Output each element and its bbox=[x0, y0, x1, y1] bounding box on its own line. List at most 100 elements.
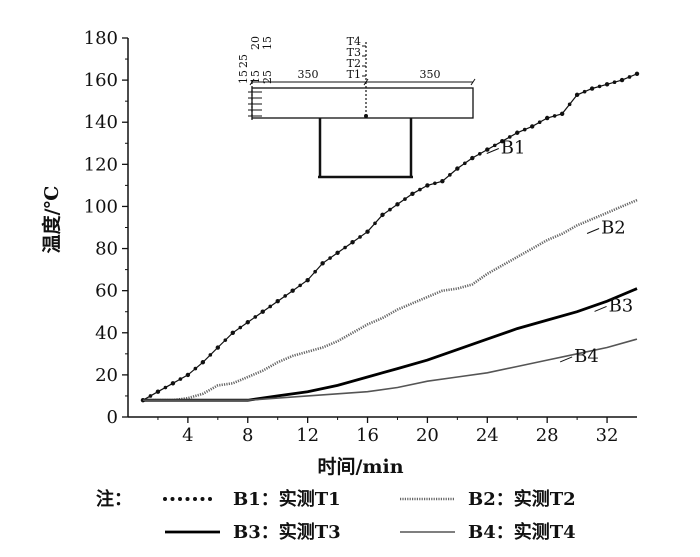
series-b3-line bbox=[143, 287, 638, 402]
series-b1-point bbox=[492, 143, 497, 148]
series-b1-point bbox=[283, 294, 287, 298]
y-tick-label: 140 bbox=[84, 112, 118, 133]
legend: 注： B1：实测T1 B2：实测T2 B3：实测T3 B4：实测T4 bbox=[96, 488, 576, 543]
series-b1-point bbox=[185, 372, 191, 378]
series-b1-point bbox=[418, 187, 422, 192]
y-tick-label: 80 bbox=[95, 239, 118, 260]
series-b1-point bbox=[530, 124, 535, 129]
series-label-b4: B4 bbox=[574, 346, 599, 367]
series-b1-point bbox=[275, 298, 280, 304]
series-b1-point bbox=[335, 250, 340, 255]
series-b1-point bbox=[230, 330, 235, 335]
series-b1-point bbox=[200, 360, 206, 365]
series-b1-point bbox=[597, 84, 602, 89]
inset-label-t3: T3 bbox=[347, 46, 361, 59]
series-b4 bbox=[143, 338, 638, 401]
series-b1-point bbox=[403, 197, 407, 201]
series-b1-point bbox=[455, 166, 460, 171]
series-b1-point bbox=[522, 127, 527, 132]
y-tick-label: 20 bbox=[95, 365, 118, 386]
series-b1-line bbox=[142, 73, 638, 401]
inset-dim-right: 350 bbox=[420, 68, 441, 81]
series-label-leader-b2 bbox=[586, 228, 600, 234]
series-b1-point bbox=[448, 173, 452, 177]
series-b1-point bbox=[574, 92, 580, 98]
series-b1-point bbox=[507, 135, 512, 139]
series-b1-point bbox=[395, 202, 400, 207]
series-b1-point bbox=[298, 283, 302, 288]
series-b1-point bbox=[350, 240, 355, 245]
inset-label-t4: T4 bbox=[347, 35, 361, 48]
series-label-leader-b3 bbox=[594, 305, 607, 312]
series-b1-point bbox=[305, 277, 310, 283]
y-tick-label: 100 bbox=[84, 196, 118, 217]
series-layer: B1 B2 B3 B4 bbox=[140, 71, 640, 403]
series-b1-point bbox=[410, 191, 415, 197]
legend-label-b3: B3：实测T3 bbox=[233, 521, 341, 543]
inset-dim-left: 350 bbox=[298, 68, 319, 81]
inset-label-t2: T2 bbox=[347, 57, 361, 70]
series-b3 bbox=[143, 287, 638, 402]
inset-deck-slab bbox=[251, 87, 474, 119]
series-b1-point bbox=[612, 80, 617, 85]
series-b1-point bbox=[290, 288, 295, 293]
series-b1-point bbox=[155, 389, 161, 394]
legend-swatch-b1 bbox=[163, 497, 167, 501]
series-b1-point bbox=[537, 120, 542, 125]
y-tick-label: 160 bbox=[84, 70, 118, 91]
series-b1-point bbox=[515, 130, 520, 135]
series-b1-point bbox=[604, 82, 610, 87]
series-b1-point bbox=[559, 111, 565, 117]
x-tick-label: 12 bbox=[296, 425, 319, 446]
legend-label-b4: B4：实测T4 bbox=[468, 521, 576, 543]
series-b1-point bbox=[388, 207, 392, 212]
series-b1-point bbox=[433, 181, 437, 186]
series-b1-point bbox=[627, 75, 632, 79]
series-b1-point bbox=[260, 309, 265, 314]
y-tick-label: 60 bbox=[95, 281, 118, 302]
series-b1-point bbox=[320, 261, 325, 266]
series-b1-point bbox=[619, 77, 625, 83]
y-tick-label: 180 bbox=[84, 28, 118, 49]
series-label-b1: B1 bbox=[501, 137, 526, 158]
series-b1-point bbox=[582, 89, 587, 94]
series-b1-point bbox=[148, 394, 153, 398]
y-tick-label: 0 bbox=[107, 407, 118, 428]
x-axis-title: 时间/min bbox=[317, 456, 403, 478]
y-tick-label: 40 bbox=[95, 323, 118, 344]
series-b1-point bbox=[343, 245, 347, 250]
inset-left-label: 20 bbox=[249, 36, 262, 50]
series-b1-point bbox=[365, 229, 370, 234]
series-b1-point bbox=[589, 86, 595, 91]
inset-left-label: 15 bbox=[261, 36, 274, 50]
series-b1-point bbox=[245, 320, 250, 325]
x-tick-label: 24 bbox=[476, 425, 499, 446]
legend-swatch-b1 bbox=[178, 497, 182, 501]
series-b1-point bbox=[193, 366, 198, 371]
series-label-leader-b1 bbox=[486, 148, 499, 154]
series-b1-point bbox=[208, 353, 213, 357]
inset-center-point bbox=[364, 114, 368, 118]
series-label-leader-b4 bbox=[559, 356, 573, 363]
series-b1-point bbox=[552, 114, 557, 118]
legend-swatch-b1 bbox=[185, 497, 190, 501]
series-b1-point bbox=[223, 338, 228, 342]
x-tick-label: 16 bbox=[356, 425, 379, 446]
series-b1-point bbox=[268, 304, 273, 309]
axes: 0 20 40 60 80 100 120 140 160 180 4 8 12 16 20 24 28 32 时间… bbox=[40, 28, 637, 478]
series-b1-point bbox=[634, 71, 640, 76]
legend-label-b1: B1：实测T1 bbox=[233, 488, 341, 510]
series-b1-point bbox=[313, 269, 317, 274]
series-b1-point bbox=[238, 325, 243, 330]
legend-swatch-b1 bbox=[193, 497, 197, 501]
inset-label-t1: T1 bbox=[347, 68, 361, 81]
x-tick-label: 28 bbox=[536, 425, 559, 446]
series-b1 bbox=[140, 71, 640, 403]
series-b1-point bbox=[485, 147, 490, 152]
x-tick-label: 20 bbox=[416, 425, 439, 446]
x-tick-label: 8 bbox=[242, 425, 253, 446]
legend-swatch-b1 bbox=[170, 497, 175, 501]
